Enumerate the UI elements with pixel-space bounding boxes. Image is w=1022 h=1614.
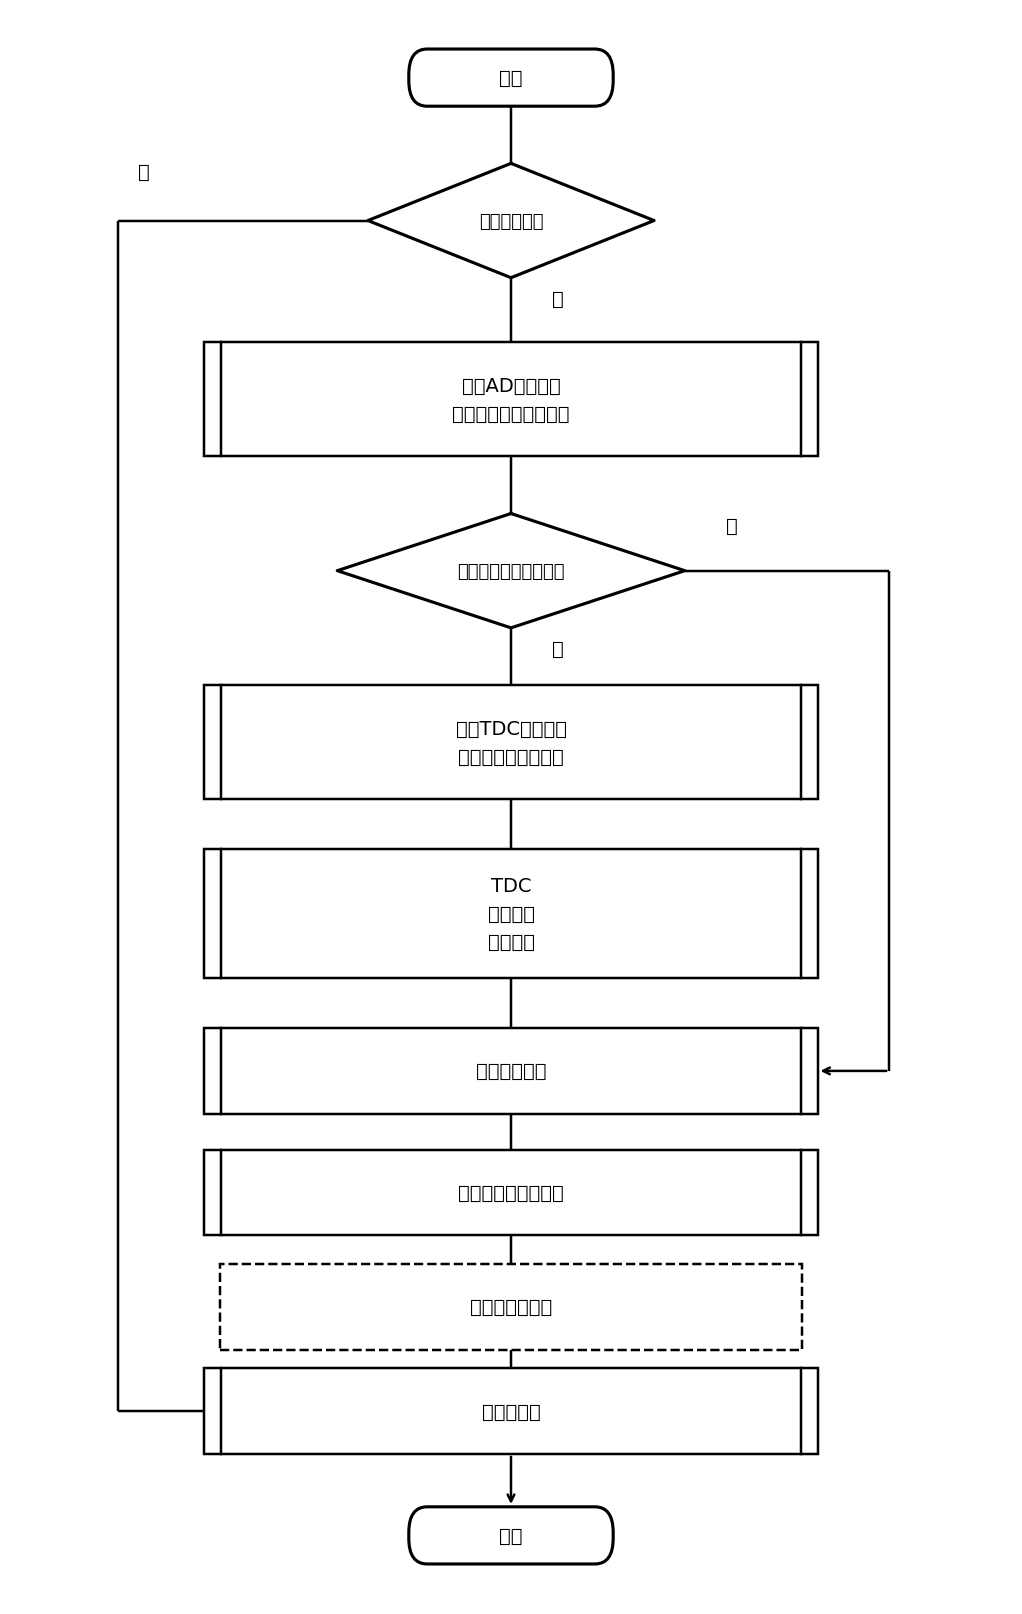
Text: 是: 是	[552, 291, 563, 308]
Text: 脉冲幅度大于饱和阈值: 脉冲幅度大于饱和阈值	[457, 562, 565, 581]
Bar	[204, 851, 818, 978]
Text: 回波数减一: 回波数减一	[481, 1401, 541, 1420]
Text: TDC
脉冲宽度
距离修正: TDC 脉冲宽度 距离修正	[487, 876, 535, 952]
FancyBboxPatch shape	[409, 1507, 613, 1564]
Text: 读入TDC处理结果
（距离及脉冲宽度）: 读入TDC处理结果 （距离及脉冲宽度）	[456, 720, 566, 767]
Bar	[220, 1264, 802, 1349]
Bar	[204, 1369, 818, 1454]
Polygon shape	[337, 515, 685, 628]
Text: 否: 否	[726, 516, 737, 536]
Bar	[204, 1028, 818, 1114]
Bar	[204, 686, 818, 801]
Text: 回波数不为零: 回波数不为零	[478, 213, 544, 231]
Text: 回波强度修正: 回波强度修正	[476, 1062, 546, 1081]
Text: 读入AD处理结果
（距离及脉冲幅度值）: 读入AD处理结果 （距离及脉冲幅度值）	[453, 376, 569, 423]
Text: 结束: 结束	[500, 1525, 522, 1545]
Bar	[204, 1149, 818, 1235]
Bar	[204, 342, 818, 457]
FancyBboxPatch shape	[409, 50, 613, 107]
Text: 否: 否	[138, 163, 149, 181]
Text: 距离及回波强度输出: 距离及回波强度输出	[458, 1183, 564, 1202]
Text: 开始: 开始	[500, 69, 522, 89]
Polygon shape	[368, 165, 654, 279]
Text: 目标反射率计算: 目标反射率计算	[470, 1298, 552, 1317]
Text: 是: 是	[552, 639, 563, 659]
